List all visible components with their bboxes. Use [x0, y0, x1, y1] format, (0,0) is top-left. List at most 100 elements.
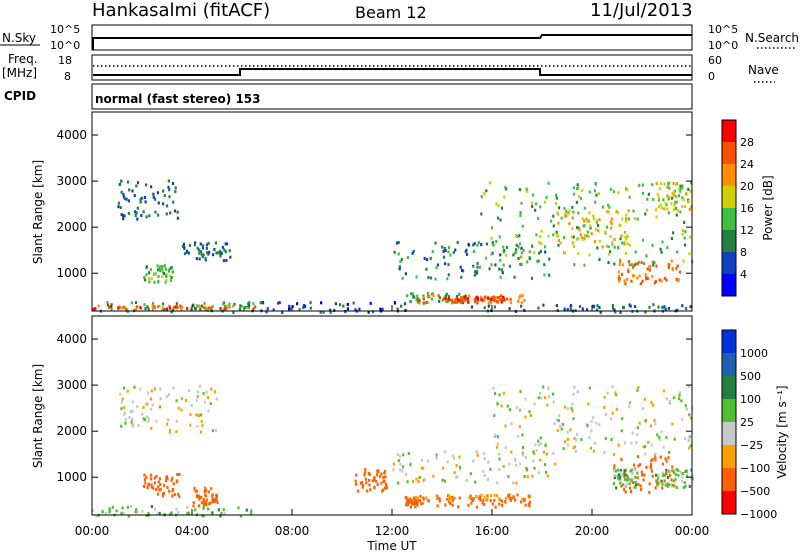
power-panel-frame: [91, 111, 693, 312]
colorbar-tick-label: 28: [740, 136, 754, 149]
cpid-panel-frame: [91, 83, 693, 110]
beam-title: Beam 12: [355, 3, 427, 22]
echo-region: [393, 241, 551, 281]
noise-right-tick-bottom: 10^0: [708, 39, 738, 52]
colorbar-segment: [722, 252, 736, 274]
colorbar-segment: [722, 422, 736, 445]
colorbar-tick-label: 16: [740, 202, 754, 215]
echo-region: [444, 295, 506, 304]
echo-region: [354, 468, 389, 493]
x-tick-label: 16:00: [475, 524, 510, 538]
y-tick-label: 2000: [56, 424, 87, 438]
x-tick-labels: 00:00 04:00 08:00 12:00 16:00 20:00 00:00: [75, 524, 710, 538]
freq-label-unit: [MHz]: [2, 66, 37, 80]
noise-left-tick-top: 10^5: [50, 23, 80, 36]
echo-region: [556, 209, 631, 249]
echo-region: [247, 301, 407, 314]
velocity-colorbar-label: Velocity [m s⁻¹]: [775, 385, 789, 478]
echo-region: [654, 181, 693, 212]
x-axis-label: Time UT: [366, 539, 417, 553]
echo-region: [142, 472, 181, 498]
y-tick-label: 4000: [56, 128, 87, 142]
colorbar-segment: [722, 164, 736, 186]
y-tick-label: 2000: [56, 220, 87, 234]
date-title: 11/Jul/2013: [590, 0, 693, 21]
echo-region: [617, 259, 682, 286]
station-title: Hankasalmi (fitACF): [92, 0, 270, 21]
x-tick-label: 08:00: [275, 524, 310, 538]
echo-region: [392, 450, 557, 485]
velocity-panel-frame: [91, 315, 693, 516]
velocity-ylabel: Slant Range [km]: [31, 364, 45, 468]
velocity-heatmap: [92, 384, 694, 518]
colorbar-segment: [722, 353, 736, 376]
freq-left-tick-top: 18: [58, 54, 72, 67]
colorbar-tick-label: 4: [740, 268, 747, 281]
colorbar-segment: [722, 120, 736, 142]
echo-region: [612, 468, 639, 490]
echo-region: [119, 384, 219, 434]
colorbar-tick-label: 12: [740, 224, 754, 237]
colorbar-segment: [722, 230, 736, 252]
noise-right-label: N.Search: [745, 31, 799, 45]
power-heatmap: [92, 179, 694, 314]
echo-region: [92, 304, 257, 311]
colorbar-tick-label: 1000: [740, 347, 768, 360]
noise-sky-line: [92, 34, 692, 50]
colorbar-tick-label: −25: [740, 439, 763, 452]
freq-label-top: Freq.: [8, 52, 38, 66]
freq-line: [93, 68, 692, 76]
echo-region: [492, 385, 694, 457]
nave-label: Nave: [748, 63, 779, 77]
freq-right-tick-top: 60: [708, 54, 722, 67]
echo-region: [92, 505, 253, 518]
echo-region: [181, 241, 232, 263]
power-colorbar: 28 24 20 16 12 8 4: [721, 119, 754, 297]
colorbar-segment: [722, 330, 736, 353]
x-tick-label: 12:00: [375, 524, 410, 538]
echo-region: [480, 181, 694, 267]
colorbar-tick-label: 24: [740, 158, 754, 171]
echo-region: [117, 179, 179, 221]
echo-region: [470, 303, 692, 314]
colorbar-tick-label: −1000: [740, 508, 777, 521]
noise-left-tick-bottom: 10^0: [50, 39, 80, 52]
y-tick-label: 1000: [56, 470, 87, 484]
colorbar-tick-label: −500: [740, 485, 770, 498]
colorbar-segment: [722, 208, 736, 230]
colorbar-tick-label: 500: [740, 370, 761, 383]
echo-region: [417, 493, 531, 501]
echo-region: [99, 301, 255, 314]
colorbar-tick-label: 25: [740, 416, 754, 429]
colorbar-segment: [722, 399, 736, 422]
echo-region: [404, 495, 419, 509]
colorbar-segment: [722, 491, 736, 514]
colorbar-segment: [722, 142, 736, 164]
colorbar-tick-label: −100: [740, 462, 770, 475]
x-tick-label: 00:00: [75, 524, 110, 538]
echo-region: [655, 468, 694, 490]
freq-right-tick-bottom: 0: [708, 70, 715, 83]
x-tick-label: 04:00: [175, 524, 210, 538]
velocity-axis: 1000 2000 3000 4000: [56, 332, 693, 515]
colorbar-tick-label: 100: [740, 393, 761, 406]
y-tick-label: 3000: [56, 174, 87, 188]
colorbar-tick-label: 8: [740, 246, 747, 259]
x-tick-label: 00:00: [675, 524, 710, 538]
freq-left-tick-bottom: 8: [64, 70, 71, 83]
colorbar-segment: [722, 376, 736, 399]
cpid-label: CPID: [4, 89, 36, 103]
echo-region: [417, 294, 526, 305]
colorbar-segment: [722, 468, 736, 491]
cpid-text: normal (fast stereo) 153: [95, 92, 261, 106]
y-tick-label: 3000: [56, 378, 87, 392]
y-tick-label: 4000: [56, 332, 87, 346]
power-colorbar-label: Power [dB]: [761, 175, 775, 240]
echo-region: [192, 486, 219, 508]
noise-left-label: N.Sky: [2, 31, 36, 45]
freq-panel-frame: [91, 54, 693, 81]
echo-region: [143, 264, 175, 284]
noise-right-tick-top: 10^5: [708, 23, 738, 36]
y-tick-label: 1000: [56, 266, 87, 280]
